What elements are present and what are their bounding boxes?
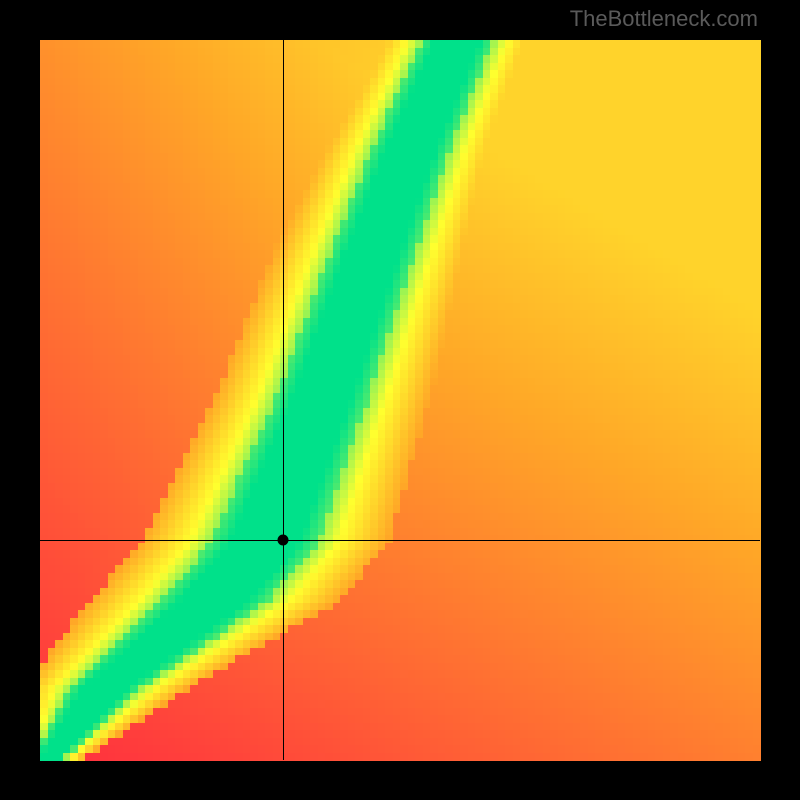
crosshair-marker	[278, 535, 289, 546]
heatmap-plot	[40, 40, 760, 760]
watermark-text: TheBottleneck.com	[570, 6, 758, 32]
crosshair-vertical	[283, 40, 284, 760]
crosshair-horizontal	[40, 540, 760, 541]
